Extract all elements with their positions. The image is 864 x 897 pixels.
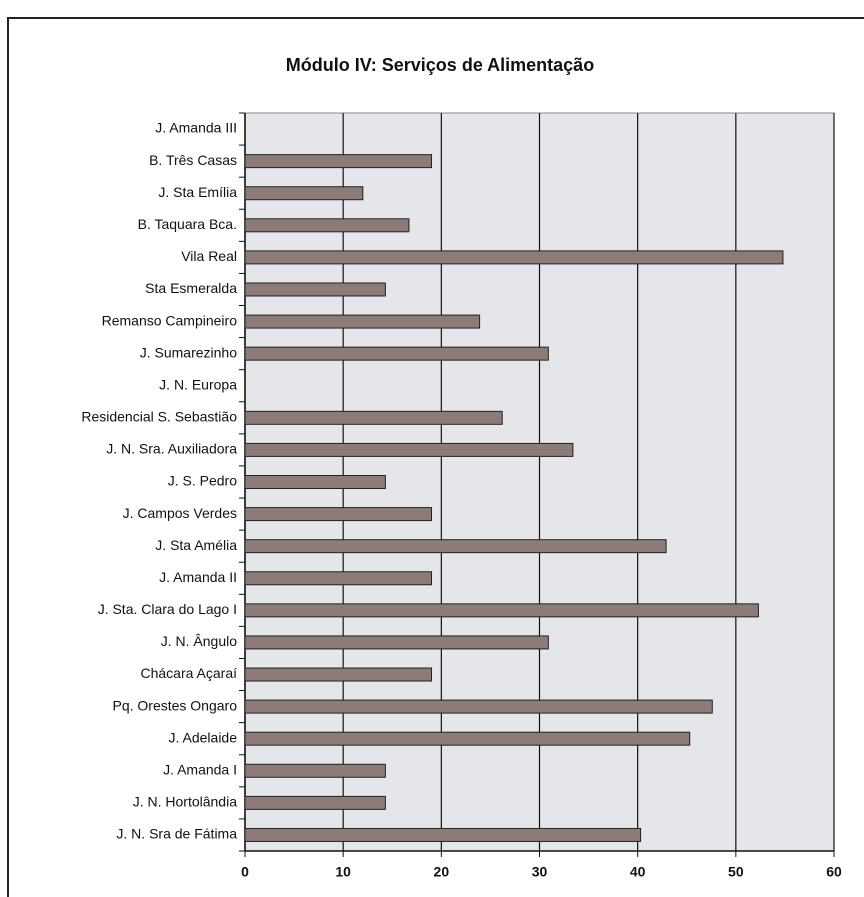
bar <box>244 250 784 265</box>
y-tick-label: J. Sta Emília <box>158 184 237 200</box>
y-tick-label: Sta Esmeralda <box>145 280 237 296</box>
bar <box>244 795 386 810</box>
bar <box>244 763 386 778</box>
y-tick-label: J. N. Sra. Auxiliadora <box>106 441 237 457</box>
bar <box>244 154 433 169</box>
x-tick-label: 50 <box>728 864 744 880</box>
bar <box>244 410 503 425</box>
y-tick-label: J. Sumarezinho <box>140 344 237 360</box>
bar <box>244 635 549 650</box>
bar <box>244 827 642 842</box>
bar <box>244 571 433 586</box>
bar <box>244 667 433 682</box>
y-tick-label: J. Amanda II <box>159 569 237 585</box>
y-tick-label: J. Sta Amélia <box>155 537 237 553</box>
y-tick-label: Remanso Campineiro <box>102 312 238 328</box>
y-tick-label: J. Sta. Clara do Lago I <box>98 601 237 617</box>
x-tick-label: 10 <box>335 864 351 880</box>
bar <box>244 282 386 297</box>
y-tick-label: J. N. Ângulo <box>161 633 237 649</box>
y-tick-label: J. Campos Verdes <box>123 505 237 521</box>
bar <box>244 346 549 361</box>
x-tick-label: 30 <box>532 864 548 880</box>
y-tick-label: J. Amanda I <box>163 761 237 777</box>
bar <box>244 731 691 746</box>
y-tick-label: Residencial S. Sebastião <box>81 409 237 425</box>
bar <box>244 475 386 489</box>
x-tick-label: 0 <box>241 864 249 880</box>
x-tick-label: 40 <box>630 864 646 880</box>
bar <box>244 603 759 618</box>
bar <box>244 507 433 522</box>
chart-title: Módulo IV: Serviços de Alimentação <box>286 55 594 75</box>
y-tick-label: Vila Real <box>181 248 237 264</box>
bar <box>244 186 364 201</box>
y-tick-label: J. N. Europa <box>159 376 237 392</box>
y-tick-label: J. N. Hortolândia <box>133 794 237 810</box>
y-tick-label: J. S. Pedro <box>168 473 237 489</box>
bar <box>244 218 410 233</box>
bar <box>244 314 481 329</box>
x-tick-label: 20 <box>434 864 450 880</box>
y-tick-label: B. Taquara Bca. <box>138 216 237 232</box>
frame <box>7 17 864 897</box>
y-tick-label: J. Adelaide <box>169 729 238 745</box>
y-tick-label: Chácara Açaraí <box>141 665 238 681</box>
bar <box>244 539 667 554</box>
bar <box>244 442 574 457</box>
y-tick-label: B. Três Casas <box>149 152 237 168</box>
x-tick-label: 60 <box>826 864 842 880</box>
y-tick-label: Pq. Orestes Ongaro <box>112 697 237 713</box>
bar <box>244 699 713 714</box>
y-tick-label: J. N. Sra de Fátima <box>116 826 237 842</box>
y-tick-label: J. Amanda III <box>155 120 237 136</box>
